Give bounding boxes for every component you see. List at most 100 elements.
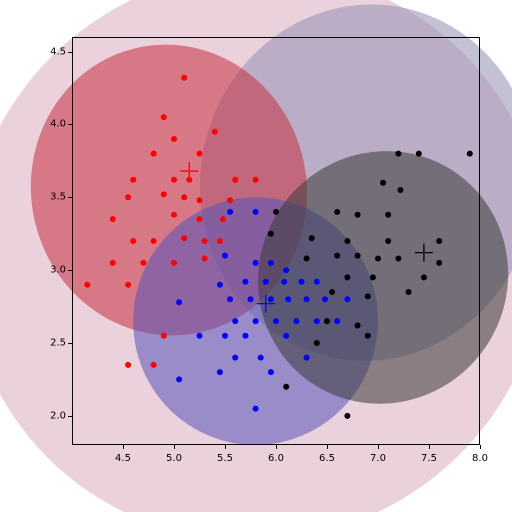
point-cluster-red [197,216,203,222]
point-cluster-red [125,362,131,368]
point-cluster-red [171,136,177,142]
point-cluster-red [197,197,203,203]
ytick-mark [68,52,72,53]
point-cluster-red [151,238,157,244]
point-cluster-blue [232,318,238,324]
point-cluster-blue [253,318,259,324]
point-cluster-black [314,340,320,346]
point-cluster-black [370,274,376,280]
point-cluster-blue [334,318,340,324]
point-cluster-blue [253,260,259,266]
point-cluster-red [171,212,177,218]
point-cluster-black [344,413,350,419]
point-cluster-red [220,216,226,222]
point-cluster-blue [242,279,248,285]
point-cluster-blue [227,296,233,302]
point-cluster-red [130,238,136,244]
point-cluster-red [171,260,177,266]
plot-area: 4.55.05.56.06.57.07.58.02.02.53.03.54.04… [72,37,480,445]
ytick-mark [68,343,72,344]
point-cluster-blue [227,209,233,215]
point-cluster-black [344,274,350,280]
ytick-mark [68,270,72,271]
ytick-label: 2.5 [50,338,66,349]
ytick-mark [68,416,72,417]
point-cluster-blue [304,355,310,361]
point-cluster-black [385,212,391,218]
point-cluster-blue [253,406,259,412]
point-cluster-black [324,318,330,324]
point-cluster-red [161,114,167,120]
ytick-label: 2.0 [50,410,66,421]
figure: 4.55.05.56.06.57.07.58.02.02.53.03.54.04… [0,0,512,512]
point-cluster-blue [253,209,259,215]
ytick-label: 4.5 [50,46,66,57]
point-cluster-blue [281,279,287,285]
point-cluster-black [436,238,442,244]
point-cluster-blue [217,369,223,375]
point-cluster-black [395,255,401,261]
point-cluster-red [181,75,187,81]
point-cluster-black [329,289,335,295]
point-cluster-black [309,235,315,241]
point-cluster-red [227,197,233,203]
ytick-label: 4.0 [50,119,66,130]
point-cluster-black [283,384,289,390]
xtick-label: 6.0 [268,453,284,464]
point-cluster-black [334,253,340,259]
ytick-label: 3.0 [50,265,66,276]
point-cluster-red [151,151,157,157]
point-cluster-red [161,191,167,197]
point-cluster-blue [344,296,350,302]
point-cluster-red [202,255,208,261]
point-cluster-red [181,194,187,200]
xtick-label: 8.0 [472,453,488,464]
point-cluster-blue [314,279,320,285]
point-cluster-blue [242,333,248,339]
point-cluster-red [130,177,136,183]
point-cluster-blue [304,296,310,302]
point-cluster-blue [299,279,305,285]
point-cluster-blue [268,260,274,266]
xtick-label: 5.0 [166,453,182,464]
point-cluster-blue [293,318,299,324]
point-cluster-blue [283,333,289,339]
point-cluster-red [253,177,259,183]
point-cluster-black [395,151,401,157]
point-cluster-blue [217,282,223,288]
point-cluster-black [273,209,279,215]
point-cluster-red [151,362,157,368]
point-cluster-black [375,255,381,261]
point-cluster-blue [273,318,279,324]
point-cluster-blue [222,333,228,339]
ytick-mark [68,124,72,125]
point-cluster-red [140,260,146,266]
point-cluster-black [304,255,310,261]
point-cluster-black [385,238,391,244]
xtick-mark [276,445,277,449]
point-cluster-blue [222,253,228,259]
point-cluster-blue [197,333,203,339]
point-cluster-blue [232,355,238,361]
point-cluster-black [397,187,403,193]
point-cluster-black [436,260,442,266]
point-cluster-blue [268,369,274,375]
chart-canvas [72,37,480,445]
point-cluster-red [217,238,223,244]
point-cluster-black [365,333,371,339]
point-cluster-red [161,333,167,339]
point-cluster-red [212,129,218,135]
xtick-mark [327,445,328,449]
point-cluster-black [344,238,350,244]
xtick-label: 5.5 [217,453,233,464]
point-cluster-blue [248,296,254,302]
point-cluster-black [406,289,412,295]
point-cluster-red [110,260,116,266]
point-cluster-red [125,194,131,200]
xtick-label: 7.0 [370,453,386,464]
point-cluster-black [355,323,361,329]
point-cluster-red [110,216,116,222]
point-cluster-blue [263,279,269,285]
point-cluster-blue [176,376,182,382]
point-cluster-blue [258,355,264,361]
